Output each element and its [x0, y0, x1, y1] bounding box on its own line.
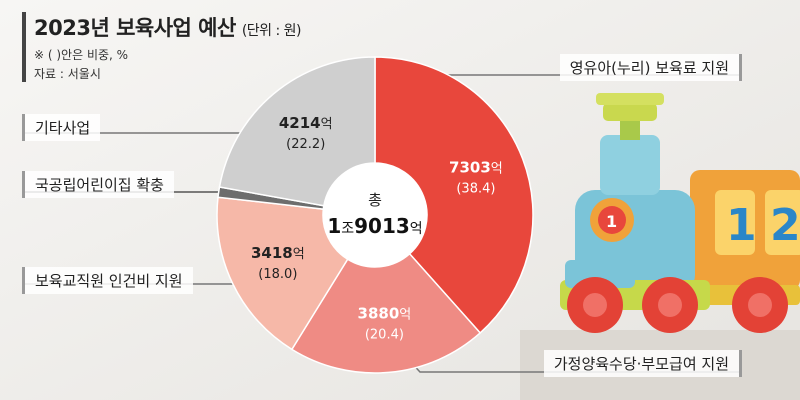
title-text: 2023년 보육사업 예산: [34, 16, 236, 40]
label-public-daycare: 국공립어린이집 확충: [22, 171, 174, 198]
svg-text:2: 2: [770, 200, 800, 251]
label-childcare-fee: 영유아(누리) 보육료 지원: [559, 54, 742, 81]
chart-title: 2023년 보육사업 예산 (단위 : 원): [34, 12, 302, 42]
donut-center: [323, 163, 427, 267]
total-value: 1조9013억: [327, 214, 422, 238]
value-label-childcare-fee: 7303억: [449, 159, 503, 177]
total-label: 총: [368, 191, 382, 209]
label-home-allowance: 가정양육수당·부모급여 지원: [543, 350, 742, 377]
pct-label-childcare-fee: (38.4): [456, 182, 495, 197]
pct-label-staff-salary: (18.0): [258, 267, 297, 282]
pct-label-other: (22.2): [286, 137, 325, 152]
unit-text: (단위 : 원): [241, 23, 302, 39]
source-note: 자료 : 서울시: [34, 67, 101, 81]
label-staff-salary: 보육교직원 인건비 지원: [22, 267, 193, 294]
chart-header: 2023년 보육사업 예산 (단위 : 원) ※ ( )안은 비중, % 자료 :…: [22, 12, 302, 82]
percent-note: ※ ( )안은 비중, %: [34, 48, 129, 62]
value-label-staff-salary: 3418억: [251, 244, 305, 262]
svg-text:1: 1: [726, 200, 757, 251]
value-label-other: 4214억: [279, 114, 333, 132]
pct-label-home-allowance: (20.4): [365, 328, 404, 343]
label-other: 기타사업: [22, 114, 101, 141]
value-label-home-allowance: 3880억: [358, 305, 412, 323]
svg-text:1: 1: [606, 212, 617, 231]
